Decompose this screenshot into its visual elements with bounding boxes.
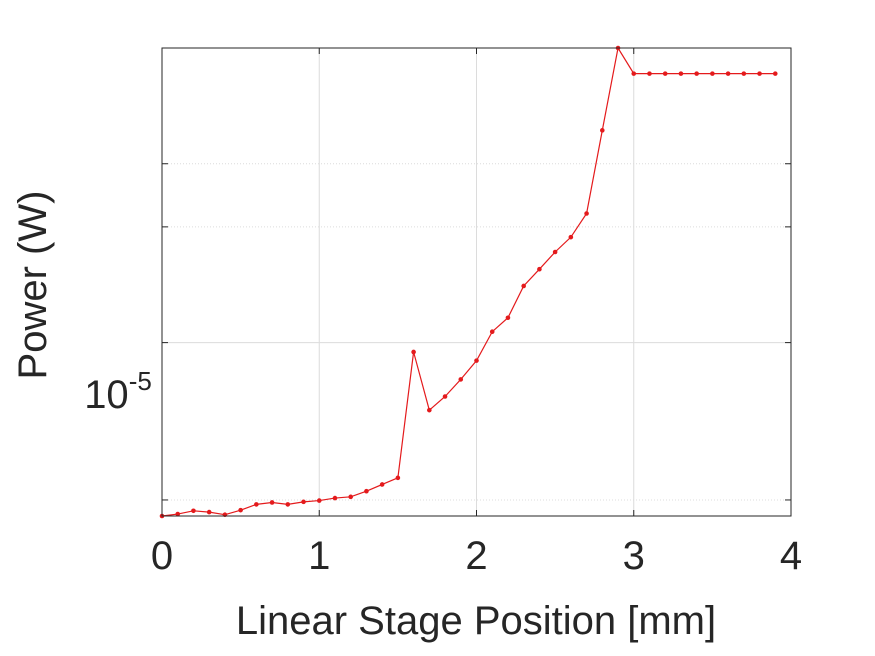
y-tick-label-exponent: -5 xyxy=(129,366,152,396)
y-tick-label: 10-5 xyxy=(84,366,152,417)
x-tick-label: 1 xyxy=(308,534,330,578)
data-point xyxy=(584,211,589,216)
data-point xyxy=(411,349,416,355)
data-point xyxy=(662,71,668,76)
data-point xyxy=(175,511,181,517)
y-axis-title: Power (W) xyxy=(11,191,55,380)
plot-frame xyxy=(161,47,792,517)
grid-lines xyxy=(162,48,791,516)
data-point xyxy=(285,502,291,507)
data-point xyxy=(505,315,511,321)
data-point xyxy=(552,249,558,255)
data-point xyxy=(489,329,495,335)
data-point xyxy=(568,234,574,240)
y-tick-label-base: 10 xyxy=(84,373,129,417)
data-point xyxy=(301,499,306,505)
x-tick-label: 3 xyxy=(623,534,645,578)
data-point xyxy=(474,358,479,363)
data-point xyxy=(678,71,684,76)
x-tick-labels: 0 1 2 3 4 xyxy=(151,534,802,578)
data-point xyxy=(631,71,637,76)
data-point xyxy=(521,283,526,289)
data-point xyxy=(537,266,542,272)
data-point xyxy=(269,500,275,505)
x-tick-label: 4 xyxy=(780,534,802,578)
data-point xyxy=(191,508,196,514)
data-point xyxy=(316,498,322,503)
data-point xyxy=(694,71,699,76)
data-point xyxy=(458,377,464,382)
data-point xyxy=(710,71,715,76)
x-tick-label: 2 xyxy=(465,534,487,578)
series-line xyxy=(161,46,776,517)
data-point xyxy=(647,71,652,76)
data-point xyxy=(254,502,259,507)
x-tick-label: 0 xyxy=(151,534,173,578)
data-point xyxy=(600,128,605,133)
data-point xyxy=(364,488,369,494)
data-point xyxy=(395,475,401,481)
data-point xyxy=(757,71,762,76)
data-point xyxy=(379,482,385,487)
data-point xyxy=(772,71,778,76)
data-point xyxy=(741,71,747,76)
data-point xyxy=(332,495,338,501)
data-point xyxy=(725,71,731,76)
data-point xyxy=(348,494,354,500)
axis-ticks xyxy=(161,48,792,516)
data-point xyxy=(442,394,448,399)
data-point xyxy=(206,509,212,515)
data-point xyxy=(238,507,243,513)
data-point xyxy=(427,407,432,413)
x-axis-title: Linear Stage Position [mm] xyxy=(236,599,716,643)
